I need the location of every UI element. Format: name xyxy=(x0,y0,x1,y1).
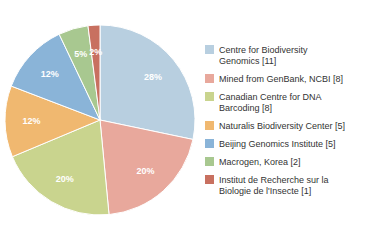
legend-label: Canadian Centre for DNABarcoding [8] xyxy=(219,92,322,113)
data-label: 2% xyxy=(89,47,102,57)
legend-swatch xyxy=(205,121,214,130)
legend-label-line: Genomics [11] xyxy=(219,56,276,66)
legend-label: Mined from GenBank, NCBI [8] xyxy=(219,74,343,84)
pie-slice xyxy=(88,25,100,120)
legend-swatch xyxy=(205,175,214,184)
legend-label-line: Naturalis Biodiversity Center [5] xyxy=(219,121,345,131)
pie-slice xyxy=(59,26,100,120)
legend: Centre for BiodiversityGenomics [11] Mine… xyxy=(205,45,345,196)
chart-container: 28% 20% 20% 12% 12% 5%2% Centre for Biodiversi… xyxy=(0,0,380,240)
legend-label: Beijing Genomics Institute [5] xyxy=(219,139,336,149)
pie xyxy=(5,25,195,215)
data-label: 20% xyxy=(56,174,74,184)
pie-labels: 28% 20% 20% 12% 12% 5%2% xyxy=(23,47,162,184)
legend-label: Institut de Recherche sur laBiologie de … xyxy=(219,175,329,196)
pie-slice xyxy=(100,120,193,215)
legend-swatch xyxy=(205,74,214,83)
data-label: 5% xyxy=(74,49,87,59)
data-label: 20% xyxy=(137,166,155,176)
legend-label: Naturalis Biodiversity Center [5] xyxy=(219,121,345,131)
legend-label-line: Barcoding [8] xyxy=(219,103,272,113)
legend-label: Macrogen, Korea [2] xyxy=(219,157,301,167)
legend-label-line: Biologie de l'Insecte [1] xyxy=(219,186,311,196)
legend-label-line: Canadian Centre for DNA xyxy=(219,92,322,102)
legend-swatch xyxy=(205,45,214,54)
legend-label-line: Beijing Genomics Institute [5] xyxy=(219,139,336,149)
data-label: 28% xyxy=(144,72,162,82)
pie-slice xyxy=(100,25,195,139)
legend-label-line: Macrogen, Korea [2] xyxy=(219,157,301,167)
legend-swatch xyxy=(205,139,214,148)
legend-label-line: Centre for Biodiversity xyxy=(219,45,308,55)
legend-swatch xyxy=(205,157,214,166)
chart: 28% 20% 20% 12% 12% 5%2% Centre for Biodiversi… xyxy=(0,0,380,240)
legend-label-line: Mined from GenBank, NCBI [8] xyxy=(219,74,343,84)
legend-swatch xyxy=(205,92,214,101)
data-label: 12% xyxy=(23,116,41,126)
legend-label: Centre for BiodiversityGenomics [11] xyxy=(219,45,308,66)
data-label: 12% xyxy=(41,69,59,79)
legend-label-line: Institut de Recherche sur la xyxy=(219,175,329,185)
